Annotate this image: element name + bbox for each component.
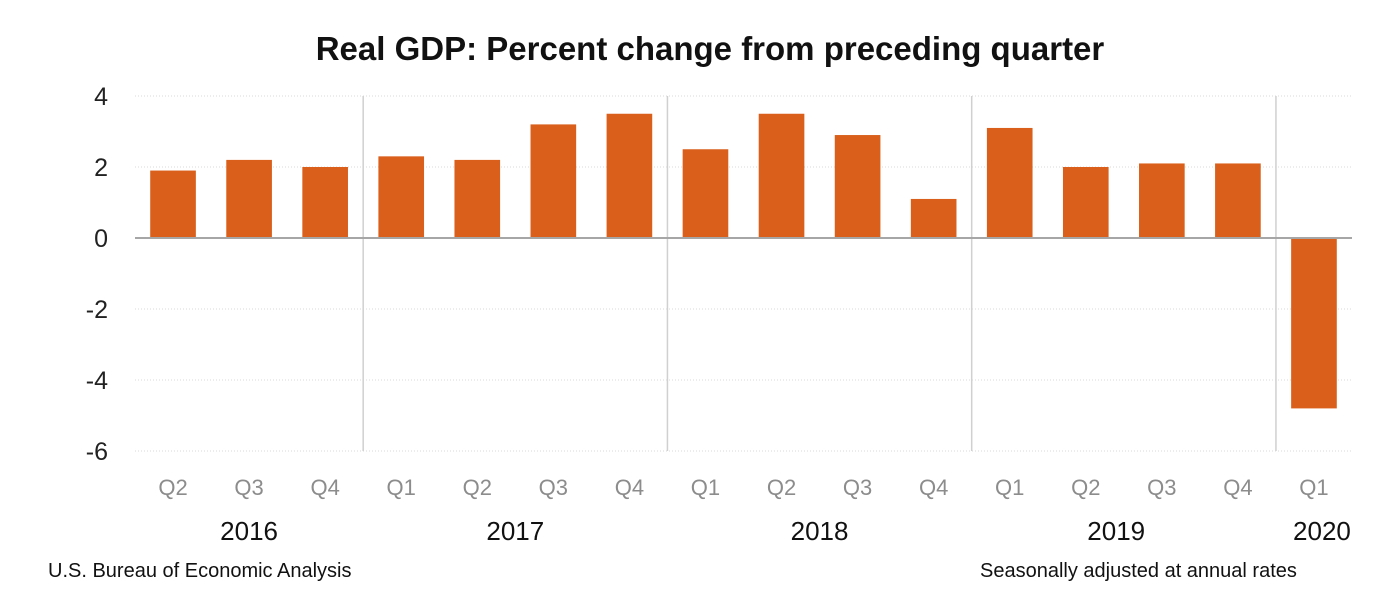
bar — [910, 198, 957, 238]
x-tick-labels: Q2 Q3 Q4 Q1 Q2 Q3 Q4 Q1 Q2 Q3 Q4 Q1 Q2 Q3 Q4 Q1 — [158, 475, 1328, 500]
source-label: U.S. Bureau of Economic Analysis — [48, 560, 352, 582]
bar — [682, 149, 729, 238]
chart-title: Real GDP: Percent change from preceding … — [315, 30, 1105, 67]
x-tick-label: Q1 — [995, 475, 1024, 500]
y-tick-label: -4 — [86, 367, 108, 395]
x-tick-label: Q3 — [1147, 475, 1176, 500]
bar — [1291, 238, 1337, 409]
x-tick-label: Q4 — [615, 475, 644, 500]
bar — [1215, 163, 1261, 238]
bars — [150, 113, 1337, 409]
bar — [758, 113, 805, 238]
x-tick-label: Q3 — [539, 475, 568, 500]
year-label: 2019 — [1087, 516, 1145, 546]
year-label: 2018 — [791, 516, 849, 546]
year-label: 2020 — [1293, 516, 1351, 546]
bar — [378, 156, 425, 238]
x-tick-label: Q1 — [1299, 475, 1328, 500]
bar — [1139, 163, 1185, 238]
year-label: 2016 — [220, 516, 278, 546]
x-tick-label: Q4 — [919, 475, 948, 500]
x-tick-label: Q2 — [1071, 475, 1100, 500]
y-tick-label: 0 — [94, 225, 108, 253]
y-tick-labels: 4 2 0 -2 -4 -6 — [86, 83, 108, 466]
x-tick-label: Q4 — [310, 475, 339, 500]
note-label: Seasonally adjusted at annual rates — [980, 560, 1297, 582]
x-tick-label: Q1 — [387, 475, 416, 500]
x-tick-label: Q1 — [691, 475, 720, 500]
bar — [226, 159, 272, 238]
bar — [530, 124, 577, 238]
bar — [1062, 167, 1109, 238]
y-tick-label: 2 — [94, 154, 108, 182]
y-tick-label: 4 — [94, 83, 108, 111]
x-tick-label: Q2 — [463, 475, 492, 500]
year-label: 2017 — [486, 516, 544, 546]
bar — [986, 127, 1033, 238]
y-tick-label: -6 — [86, 438, 108, 466]
bar — [454, 159, 501, 238]
x-tick-label: Q2 — [767, 475, 796, 500]
bar — [150, 170, 196, 238]
x-tick-label: Q2 — [158, 475, 187, 500]
bar — [834, 135, 881, 238]
x-tick-label: Q3 — [234, 475, 263, 500]
year-separators — [362, 96, 1277, 451]
bar — [606, 113, 653, 238]
x-tick-label: Q3 — [843, 475, 872, 500]
x-tick-label: Q4 — [1223, 475, 1252, 500]
y-tick-label: -2 — [86, 296, 108, 324]
gridlines — [135, 95, 1352, 452]
bar — [302, 167, 348, 238]
year-labels: 2016 2017 2018 2019 2020 — [220, 516, 1351, 546]
